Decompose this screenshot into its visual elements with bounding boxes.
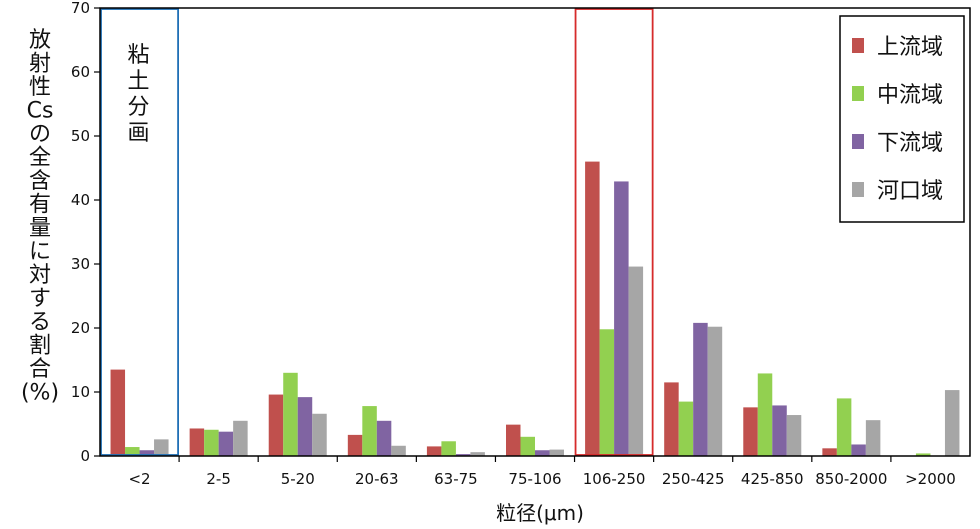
x-tick-label: 850-2000 <box>815 470 887 488</box>
bar-中流域-<2 <box>125 447 140 456</box>
bar-上流域-63-75 <box>426 446 442 456</box>
x-tick-label: >2000 <box>905 470 956 488</box>
bar-下流域-5-20 <box>297 397 313 456</box>
legend-label: 上流域 <box>877 35 943 60</box>
plot-frame <box>99 7 971 457</box>
legend-swatch <box>852 182 864 197</box>
y-axis-label-text: 放射性 Cs の全含有量に対する割合(%) <box>21 28 59 406</box>
legend-label: 中流域 <box>877 83 943 108</box>
bar-下流域-2-5 <box>218 431 234 456</box>
bars <box>110 161 960 456</box>
x-tick-label: 5-20 <box>281 470 315 488</box>
bar-下流域-425-850 <box>772 405 787 456</box>
bar-上流域-425-850 <box>743 407 758 456</box>
y-axis-ticks: 0 10 20 30 40 50 60 70 <box>71 0 100 465</box>
y-tick-label: 70 <box>71 0 90 17</box>
bar-下流域-63-75 <box>455 454 471 456</box>
legend-swatch <box>852 38 864 53</box>
bar-下流域-850-2000 <box>851 444 866 456</box>
annotation-box <box>100 8 179 456</box>
bar-上流域-250-425 <box>664 382 679 456</box>
y-tick-label: 30 <box>71 255 90 273</box>
bar-河口域-106-250 <box>628 266 644 456</box>
bar-河口域-20-63 <box>391 445 406 456</box>
legend-swatch <box>852 134 864 149</box>
bar-中流域->2000 <box>915 453 931 456</box>
legend-label: 下流域 <box>877 131 943 156</box>
bar-中流域-850-2000 <box>836 398 852 456</box>
bar-中流域-20-63 <box>362 406 377 456</box>
bar-河口域-2-5 <box>233 420 248 456</box>
bar-河口域-<2 <box>154 439 169 456</box>
y-tick-label: 0 <box>80 447 90 465</box>
bar-中流域-106-250 <box>599 329 615 456</box>
x-tick-label: 425-850 <box>741 470 804 488</box>
annotation-label: 粘土分画 <box>128 43 150 146</box>
bar-河口域-5-20 <box>312 413 327 456</box>
bar-上流域-20-63 <box>347 434 363 456</box>
y-tick-label: 40 <box>71 191 90 209</box>
bar-下流域-75-106 <box>535 450 550 456</box>
bar-河口域-63-75 <box>470 452 485 456</box>
y-tick-label: 10 <box>71 383 90 401</box>
bar-下流域-20-63 <box>376 420 392 456</box>
bar-河口域-425-850 <box>786 415 802 456</box>
x-tick-label: 20-63 <box>355 470 399 488</box>
bar-下流域-<2 <box>139 450 155 456</box>
bar-下流域-106-250 <box>614 181 629 456</box>
bar-中流域-63-75 <box>441 441 456 456</box>
x-axis-ticks: <2 2-5 5-20 20-63 63-75 75-106 106-250 250-425 4… <box>128 456 956 488</box>
bar-中流域-250-425 <box>678 401 694 456</box>
bar-河口域-250-425 <box>707 326 723 456</box>
y-tick-label: 20 <box>71 319 90 337</box>
bar-中流域-5-20 <box>283 372 298 456</box>
bar-上流域-850-2000 <box>822 448 837 456</box>
bar-上流域-<2 <box>110 369 126 456</box>
x-tick-label: 2-5 <box>206 470 231 488</box>
bar-中流域-75-106 <box>520 436 535 456</box>
x-tick-label: 75-106 <box>508 470 561 488</box>
bar-下流域-250-425 <box>693 322 708 456</box>
bar-上流域-5-20 <box>268 394 284 456</box>
bar-上流域-75-106 <box>506 424 521 456</box>
x-tick-label: 63-75 <box>434 470 478 488</box>
y-tick-label: 50 <box>71 127 90 145</box>
bar-河口域-75-106 <box>549 449 564 456</box>
y-tick-label: 60 <box>71 63 90 81</box>
legend-label: 河口域 <box>877 179 943 204</box>
x-tick-label: 250-425 <box>662 470 725 488</box>
x-axis-label: 粒径(μm) <box>496 501 584 525</box>
bar-上流域-2-5 <box>189 428 205 456</box>
bar-上流域-106-250 <box>585 161 600 456</box>
bar-中流域-425-850 <box>757 373 773 456</box>
bar-中流域-2-5 <box>204 429 219 456</box>
x-tick-label: 106-250 <box>583 470 646 488</box>
y-axis-label: 放射性 Cs の全含有量に対する割合(%) <box>21 28 59 406</box>
legend-swatch <box>852 86 864 101</box>
annotation-labels: 粘土分画 <box>128 43 150 146</box>
bar-河口域-850-2000 <box>865 420 881 456</box>
x-tick-label: <2 <box>128 470 150 488</box>
annotation-boxes <box>100 8 654 456</box>
bar-河口域->2000 <box>944 390 960 456</box>
annotation-box <box>574 8 654 456</box>
